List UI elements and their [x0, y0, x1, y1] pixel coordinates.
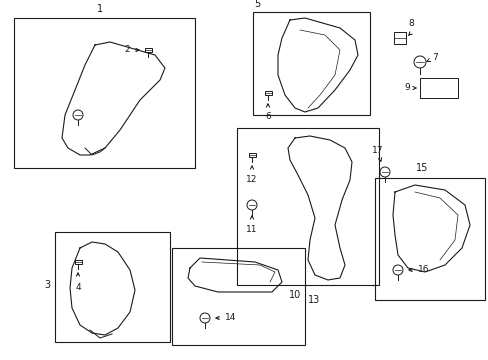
Bar	[237, 128, 378, 285]
Text: 7: 7	[431, 54, 437, 63]
Bar	[393, 32, 405, 44]
Bar	[172, 248, 305, 345]
Bar	[55, 232, 170, 342]
Text: 4: 4	[75, 283, 81, 292]
Text: 17: 17	[371, 146, 383, 155]
Text: 5: 5	[253, 0, 260, 9]
Bar	[419, 78, 457, 98]
Text: 13: 13	[307, 295, 320, 305]
Text: 8: 8	[407, 19, 413, 28]
Text: 12: 12	[246, 175, 257, 184]
Bar	[264, 91, 271, 95]
Text: 14: 14	[224, 314, 236, 323]
Bar	[248, 153, 255, 157]
Bar	[252, 12, 369, 115]
Text: 10: 10	[288, 290, 301, 300]
Text: 6: 6	[264, 112, 270, 121]
Text: 3: 3	[44, 280, 50, 290]
Text: 2: 2	[124, 45, 130, 54]
Bar	[374, 178, 484, 300]
Bar	[74, 260, 81, 264]
Text: 1: 1	[97, 4, 103, 14]
Text: 15: 15	[415, 163, 427, 173]
Text: 9: 9	[404, 84, 409, 93]
Bar	[14, 18, 195, 168]
Bar	[144, 48, 151, 52]
Text: 16: 16	[417, 266, 428, 274]
Text: 11: 11	[246, 225, 257, 234]
